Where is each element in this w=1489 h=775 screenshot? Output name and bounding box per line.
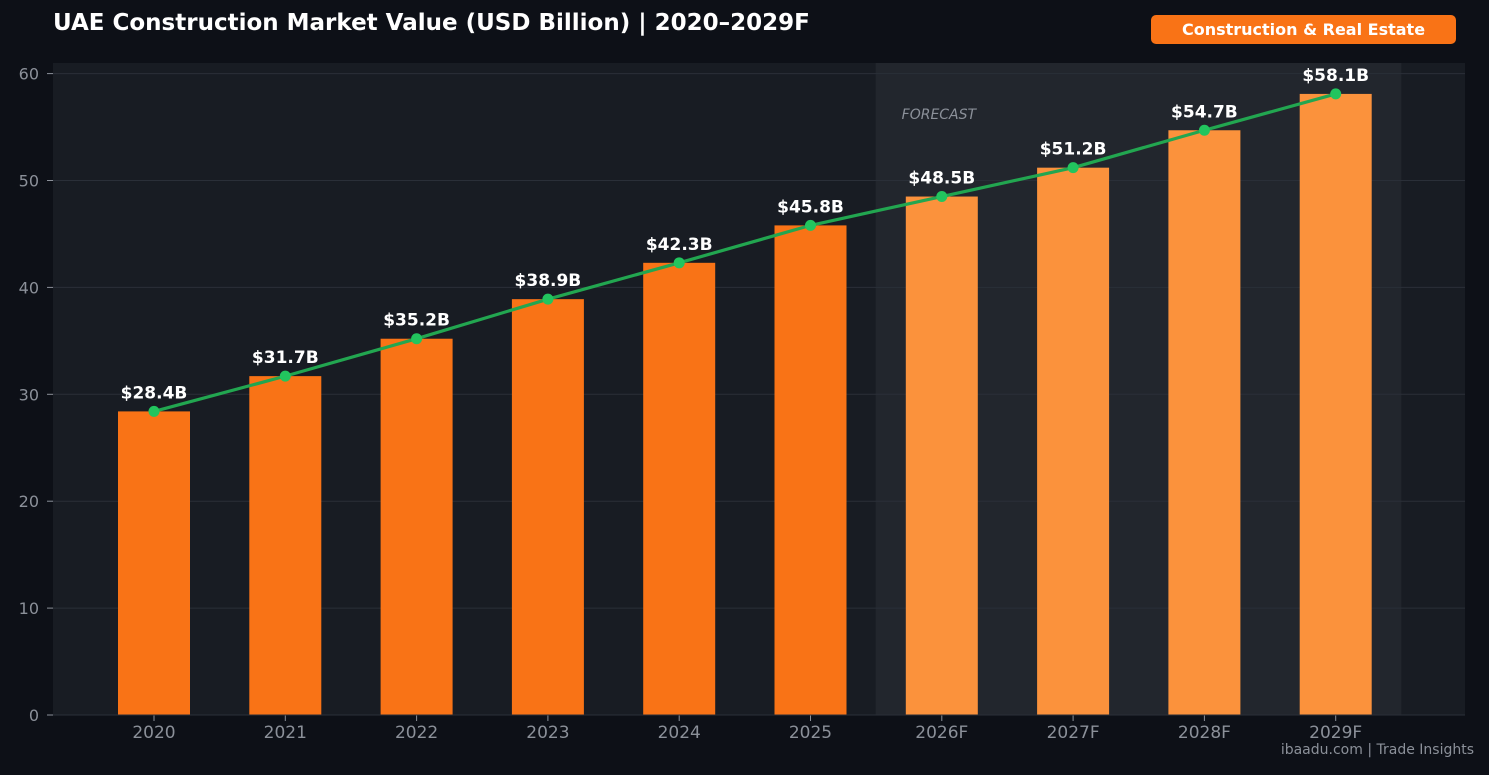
y-tick-label: 20	[19, 492, 39, 511]
data-labels: $28.4B $31.7B $35.2B $38.9B $42.3B $45.8B $48.…	[121, 66, 1369, 403]
bar	[643, 262, 716, 715]
data-label: $58.1B	[1302, 66, 1369, 86]
category-badge: Construction & Real Estate	[1151, 15, 1456, 44]
bars	[118, 93, 1372, 715]
x-tick-label: 2024	[658, 723, 701, 743]
trend-point	[542, 293, 554, 305]
bar	[905, 196, 978, 715]
axes: 0 10 20 30 40 50 60 2020 2021 2022 2023 2024 2025 202…	[19, 65, 1465, 743]
bar	[249, 376, 322, 715]
data-label: $48.5B	[908, 169, 975, 189]
x-tick-label: 2025	[789, 723, 832, 743]
trend-point	[1067, 162, 1079, 174]
x-tick-label: 2021	[264, 723, 307, 743]
data-label: $42.3B	[646, 235, 713, 255]
trend-point	[148, 405, 160, 417]
bar	[118, 411, 190, 715]
x-tick-label: 2028F	[1178, 723, 1231, 743]
y-tick-label: 40	[19, 278, 39, 297]
data-label: $31.7B	[252, 348, 319, 368]
x-tick-label: 2020	[132, 723, 175, 743]
trend-line	[148, 88, 1342, 417]
bar	[774, 225, 847, 715]
x-tick-label: 2027F	[1047, 723, 1100, 743]
data-label: $51.2B	[1040, 140, 1107, 160]
bar	[1299, 93, 1372, 715]
trend-point	[1198, 124, 1210, 136]
data-label: $38.9B	[515, 271, 582, 291]
trend-point	[279, 370, 291, 382]
forecast-label: FORECAST	[902, 107, 978, 123]
y-tick-label: 0	[29, 706, 39, 725]
data-label: $35.2B	[383, 311, 450, 331]
data-label: $45.8B	[777, 197, 844, 217]
x-tick-label: 2026F	[915, 723, 968, 743]
chart-title: UAE Construction Market Value (USD Billi…	[53, 10, 810, 36]
x-tick-label: 2029F	[1309, 723, 1362, 743]
y-tick-label: 10	[19, 599, 39, 618]
trend-point	[936, 191, 948, 203]
trend-point	[673, 257, 685, 269]
watermark: ibaadu.com | Trade Insights	[1280, 742, 1474, 758]
y-tick-label: 30	[19, 385, 39, 404]
data-label: $28.4B	[121, 383, 188, 403]
y-tick-label: 60	[19, 65, 39, 84]
trend-line-path	[153, 92, 1337, 413]
x-tick-label: 2022	[395, 723, 438, 743]
bar	[1168, 130, 1241, 715]
x-tick-label: 2023	[526, 723, 569, 743]
trend-point	[805, 219, 816, 231]
trend-point	[1330, 88, 1342, 100]
data-label: $54.7B	[1171, 102, 1238, 122]
y-tick-label: 50	[19, 172, 39, 191]
trend-point	[411, 333, 423, 345]
bar	[1037, 167, 1110, 715]
bar	[511, 299, 584, 715]
bar	[380, 338, 453, 715]
